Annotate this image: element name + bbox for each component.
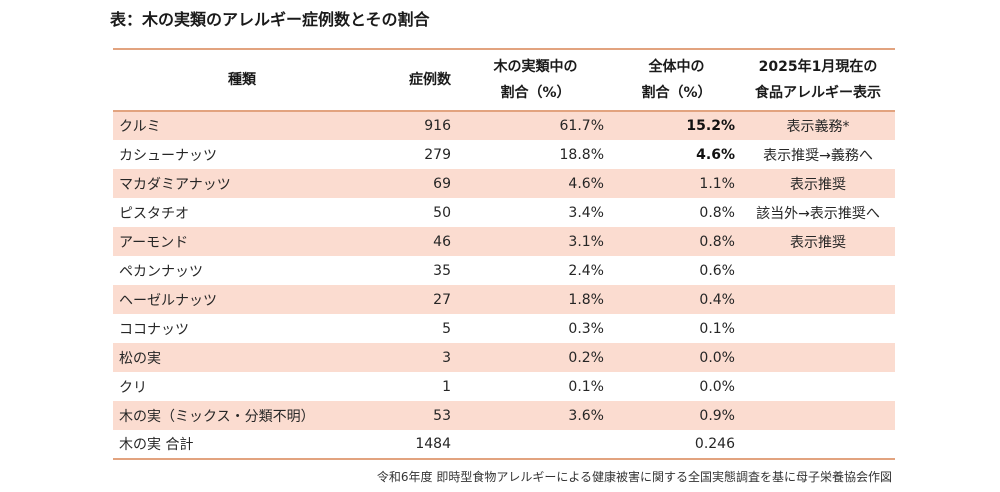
cell-cases: 5 xyxy=(442,320,451,337)
table-row: カシューナッツ 279 18.8% 4.6% 表示推奨→義務へ xyxy=(113,140,895,169)
table-title: 表：木の実類のアレルギー症例数とその割合 xyxy=(110,10,430,29)
cell-share-all: 0.8% xyxy=(612,227,741,256)
table-row: ココナッツ 5 0.3% 0.1% xyxy=(113,314,895,343)
cell-name: 松の実 xyxy=(113,343,371,372)
cell-total-label xyxy=(741,430,895,460)
cell-share-all: 0.0% xyxy=(699,378,735,395)
cell-label: 表示義務* xyxy=(741,111,895,140)
cell-total-name: 木の実 合計 xyxy=(113,430,371,460)
cell-share-nut: 3.6% xyxy=(459,401,612,430)
header-type: 種類 xyxy=(228,72,256,88)
cell-cases: 3 xyxy=(371,343,459,372)
cell-cases: 53 xyxy=(371,401,459,430)
table-row: 木の実（ミックス・分類不明） 53 3.6% 0.9% xyxy=(113,401,895,430)
cell-cases: 279 xyxy=(424,146,451,163)
source-note: 令和6年度 即時型食物アレルギーによる健康被害に関する全国実態調査を基に母子栄養… xyxy=(376,470,892,484)
cell-total-share-nut xyxy=(459,430,612,460)
table-row: ヘーゼルナッツ 27 1.8% 0.4% xyxy=(113,285,895,314)
cell-name: ヘーゼルナッツ xyxy=(113,285,371,314)
cell-share-nut: 18.8% xyxy=(559,146,604,163)
cell-share-nut: 1.8% xyxy=(459,285,612,314)
allergy-table: 種類 症例数 木の実類中の 割合（%） 全体中の 割合（%） 2025年1月現在… xyxy=(113,48,895,460)
table-row: クルミ 916 61.7% 15.2% 表示義務* xyxy=(113,111,895,140)
cell-name: マカダミアナッツ xyxy=(113,169,371,198)
cell-name: クルミ xyxy=(113,111,371,140)
cell-name: アーモンド xyxy=(113,227,371,256)
cell-name: カシューナッツ xyxy=(119,147,217,164)
cell-share-all: 0.0% xyxy=(612,343,741,372)
cell-cases: 35 xyxy=(433,262,451,279)
cell-share-nut: 0.2% xyxy=(459,343,612,372)
cell-label xyxy=(741,314,895,343)
cell-share-all: 0.1% xyxy=(699,320,735,337)
table-row: クリ 1 0.1% 0.0% xyxy=(113,372,895,401)
cell-cases: 27 xyxy=(371,285,459,314)
cell-label: 該当外→表示推奨へ xyxy=(756,205,880,222)
table-row: マカダミアナッツ 69 4.6% 1.1% 表示推奨 xyxy=(113,169,895,198)
cell-cases: 916 xyxy=(371,111,459,140)
cell-share-nut: 3.4% xyxy=(568,204,604,221)
cell-total-share-all: 0.246 xyxy=(612,430,741,460)
cell-share-all: 0.6% xyxy=(699,262,735,279)
table-row: 松の実 3 0.2% 0.0% xyxy=(113,343,895,372)
cell-share-nut: 61.7% xyxy=(459,111,612,140)
cell-cases: 69 xyxy=(371,169,459,198)
cell-label xyxy=(741,343,895,372)
cell-share-nut: 0.1% xyxy=(568,378,604,395)
header-cases: 症例数 xyxy=(409,72,451,88)
cell-name: 木の実（ミックス・分類不明） xyxy=(113,401,371,430)
cell-name: クリ xyxy=(119,379,147,396)
cell-label xyxy=(741,285,895,314)
cell-share-all: 15.2% xyxy=(612,111,741,140)
cell-share-all: 4.6% xyxy=(696,146,735,163)
cell-share-all: 0.8% xyxy=(699,204,735,221)
cell-name: ピスタチオ xyxy=(119,205,189,222)
cell-share-all: 1.1% xyxy=(612,169,741,198)
table-total-row: 木の実 合計 1484 0.246 xyxy=(113,430,895,460)
cell-label: 表示推奨 xyxy=(741,169,895,198)
cell-share-nut: 4.6% xyxy=(459,169,612,198)
cell-share-nut: 0.3% xyxy=(568,320,604,337)
cell-share-nut: 3.1% xyxy=(459,227,612,256)
table-row: ピスタチオ 50 3.4% 0.8% 該当外→表示推奨へ xyxy=(113,198,895,227)
header-label: 2025年1月現在の 食品アレルギー表示 xyxy=(755,59,881,101)
header-share-nut: 木の実類中の 割合（%） xyxy=(493,59,578,101)
cell-label: 表示推奨 xyxy=(741,227,895,256)
header-share-all: 全体中の 割合（%） xyxy=(641,59,712,101)
cell-label xyxy=(741,256,895,285)
cell-cases: 1 xyxy=(442,378,451,395)
cell-label xyxy=(741,401,895,430)
cell-label: 表示推奨→義務へ xyxy=(763,147,873,164)
cell-share-all: 0.4% xyxy=(612,285,741,314)
table-row: アーモンド 46 3.1% 0.8% 表示推奨 xyxy=(113,227,895,256)
cell-share-nut: 2.4% xyxy=(568,262,604,279)
table-header-row: 種類 症例数 木の実類中の 割合（%） 全体中の 割合（%） 2025年1月現在… xyxy=(113,49,895,111)
cell-cases: 50 xyxy=(433,204,451,221)
cell-name: ペカンナッツ xyxy=(119,263,203,280)
cell-name: ココナッツ xyxy=(119,321,189,338)
cell-total-cases: 1484 xyxy=(371,430,459,460)
allergy-table-container: 種類 症例数 木の実類中の 割合（%） 全体中の 割合（%） 2025年1月現在… xyxy=(113,48,895,460)
cell-cases: 46 xyxy=(371,227,459,256)
cell-share-all: 0.9% xyxy=(612,401,741,430)
cell-label xyxy=(741,372,895,401)
table-row: ペカンナッツ 35 2.4% 0.6% xyxy=(113,256,895,285)
